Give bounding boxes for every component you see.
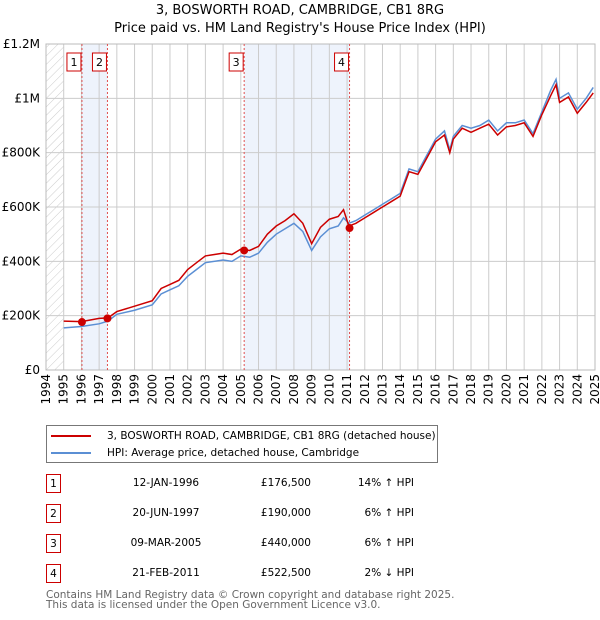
- legend-item-hpi: HPI: Average price, detached house, Camb…: [47, 445, 359, 461]
- sale-hpi: 2% ↓ HPI: [364, 567, 414, 579]
- sale-hpi: 6% ↑ HPI: [364, 537, 414, 549]
- sale-num: 4: [46, 564, 61, 583]
- y-tick-label: £1.2M: [3, 37, 40, 51]
- sale-label: 3: [233, 56, 240, 69]
- x-tick-label: 2020: [499, 374, 513, 405]
- x-tick-label: 2025: [588, 374, 600, 405]
- sale-point: [103, 314, 112, 323]
- sale-num: 2: [46, 504, 61, 523]
- x-tick-label: 2003: [198, 374, 212, 405]
- x-tick-label: 2015: [411, 374, 425, 405]
- x-tick-label: 2013: [375, 374, 389, 405]
- sale-label-box: [228, 52, 244, 72]
- x-tick-label: 2005: [234, 374, 248, 405]
- legend-item-property: 3, BOSWORTH ROAD, CAMBRIDGE, CB1 8RG (de…: [47, 428, 436, 444]
- sale-date: 09-MAR-2005: [130, 537, 202, 549]
- sale-point: [240, 246, 249, 255]
- y-tick-label: £0: [25, 363, 40, 377]
- legend-label: 3, BOSWORTH ROAD, CAMBRIDGE, CB1 8RG (de…: [107, 430, 436, 442]
- y-tick-label: £600K: [2, 200, 42, 214]
- x-tick-label: 2007: [269, 374, 283, 405]
- footer-line-2: This data is licensed under the Open Gov…: [46, 599, 381, 611]
- sale-price: £522,500: [260, 567, 311, 579]
- x-tick-label: 2016: [429, 374, 443, 405]
- legend-swatch-blue: [51, 452, 91, 454]
- sale-price: £440,000: [260, 537, 311, 549]
- legend-swatch-red: [51, 435, 91, 437]
- sale-date: 12-JAN-1996: [132, 477, 200, 489]
- y-tick-label: £400K: [2, 254, 42, 268]
- x-tick-label: 2001: [163, 374, 177, 405]
- x-tick-label: 2017: [446, 374, 460, 405]
- property-line: [63, 82, 594, 323]
- sale-label: 4: [338, 56, 345, 69]
- x-tick-label: 2014: [393, 374, 407, 405]
- x-tick-label: 2012: [358, 374, 372, 405]
- sale-price: £176,500: [260, 477, 311, 489]
- plot-frame: [45, 43, 596, 371]
- x-tick-label: 1994: [39, 374, 53, 405]
- x-tick-label: 1996: [74, 374, 88, 405]
- x-tick-label: 1999: [128, 374, 142, 405]
- sale-num: 1: [46, 474, 61, 493]
- y-tick-label: £800K: [2, 146, 42, 160]
- sale-label-box: [66, 52, 82, 72]
- x-tick-label: 1997: [92, 374, 106, 405]
- x-tick-label: 2018: [464, 374, 478, 405]
- x-tick-label: 2000: [145, 374, 159, 405]
- x-tick-label: 2019: [482, 374, 496, 405]
- x-tick-label: 2011: [340, 374, 354, 405]
- x-tick-label: 2008: [287, 374, 301, 405]
- footer: Contains HM Land Registry data © Crown c…: [46, 589, 455, 611]
- legend: 3, BOSWORTH ROAD, CAMBRIDGE, CB1 8RG (de…: [46, 425, 438, 463]
- sale-point: [77, 318, 86, 327]
- sale-point: [345, 224, 354, 233]
- x-tick-label: 2010: [322, 374, 336, 405]
- sale-label-box: [91, 52, 107, 72]
- legend-label: HPI: Average price, detached house, Camb…: [107, 447, 360, 459]
- sale-price: £190,000: [260, 507, 311, 519]
- footer-line-1: Contains HM Land Registry data © Crown c…: [46, 589, 455, 601]
- sale-hpi: 14% ↑ HPI: [357, 477, 414, 489]
- sale-num: 3: [46, 534, 61, 553]
- sale-label-box: [334, 52, 350, 72]
- x-tick-label: 2024: [570, 374, 584, 405]
- x-tick-label: 2004: [216, 374, 230, 405]
- sale-date: 21-FEB-2011: [132, 567, 200, 579]
- x-tick-label: 2022: [535, 374, 549, 405]
- x-tick-label: 1998: [110, 374, 124, 405]
- chart-subtitle: Price paid vs. HM Land Registry's House …: [114, 21, 486, 36]
- y-tick-label: £200K: [2, 309, 42, 323]
- x-tick-label: 2006: [252, 374, 266, 405]
- chart-title: 3, BOSWORTH ROAD, CAMBRIDGE, CB1 8RG: [155, 3, 445, 18]
- x-tick-label: 2023: [553, 374, 567, 405]
- y-tick-label: £1M: [14, 91, 40, 105]
- x-tick-label: 2009: [305, 374, 319, 405]
- sale-label: 2: [96, 56, 103, 69]
- x-tick-label: 2021: [517, 374, 531, 405]
- plot-area: 1994 1995 1996 1997 1998 1999 2000 2001 2002 2003…: [2, 37, 600, 405]
- sale-date: 20-JUN-1997: [132, 507, 200, 519]
- sale-hpi: 6% ↑ HPI: [364, 507, 414, 519]
- x-tick-label: 2002: [181, 374, 195, 405]
- x-tick-label: 1995: [57, 374, 71, 405]
- sale-label: 1: [70, 56, 77, 69]
- hpi-line: [63, 76, 594, 329]
